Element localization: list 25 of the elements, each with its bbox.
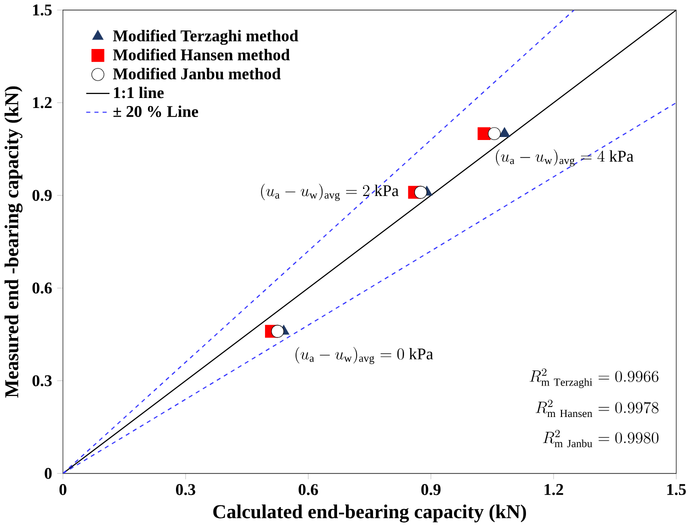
y-tick-label: 0 — [44, 468, 52, 479]
x-tick-label: 0.3 — [176, 484, 196, 496]
annotation: $R^{2}_{\mathrm{m\ Janbu}} = 0.9980$ — [543, 430, 658, 448]
y-tick-label: 0.9 — [32, 190, 52, 201]
annotation: $(u_{\mathrm{a}}-u_{\mathrm{w}})_{\mathrm{avg}} = 4\ \mathrm{kPa}$ — [496, 149, 634, 166]
y-tick-label: 0.6 — [32, 282, 52, 294]
legend-label: Modified Terzaghi method — [113, 30, 298, 45]
x-tick-label: 0.6 — [298, 484, 318, 496]
x-tick-label: 0 — [59, 484, 66, 496]
x-tick-label: 0.9 — [421, 484, 441, 496]
annotation: $(u_{\mathrm{a}}-u_{\mathrm{w}})_{\mathrm{avg}} = 0\ \mathrm{kPa}$ — [296, 347, 434, 364]
annotation: $R^{2}_{\mathrm{m\ Hansen}} = 0.9978$ — [536, 400, 658, 418]
legend-label: 1:1 line — [114, 86, 164, 98]
legend-label: Modified Janbu method — [113, 68, 281, 80]
legend-label: Modified Hansen method — [113, 48, 290, 60]
y-tick-label: 0.3 — [32, 375, 52, 386]
annotation: $(u_{\mathrm{a}}-u_{\mathrm{w}})_{\mathrm{avg}} = 2\ \mathrm{kPa}$ — [261, 184, 399, 201]
x-axis-title: Calculated end-bearing capacity (kN) — [213, 504, 526, 522]
x-tick-label: 1.2 — [544, 484, 564, 496]
y-tick-label: 1.5 — [33, 4, 52, 16]
y-axis-title: Measured end -bearing capacity (kN) — [4, 86, 23, 398]
y-tick-label: 1.2 — [33, 97, 52, 108]
x-tick-label: 1.5 — [667, 484, 686, 496]
annotation: $R^{2}_{\mathrm{m\ Terzaghi}} = 0.9966$ — [530, 368, 658, 388]
legend-label: ± 20 % Line — [113, 106, 198, 118]
